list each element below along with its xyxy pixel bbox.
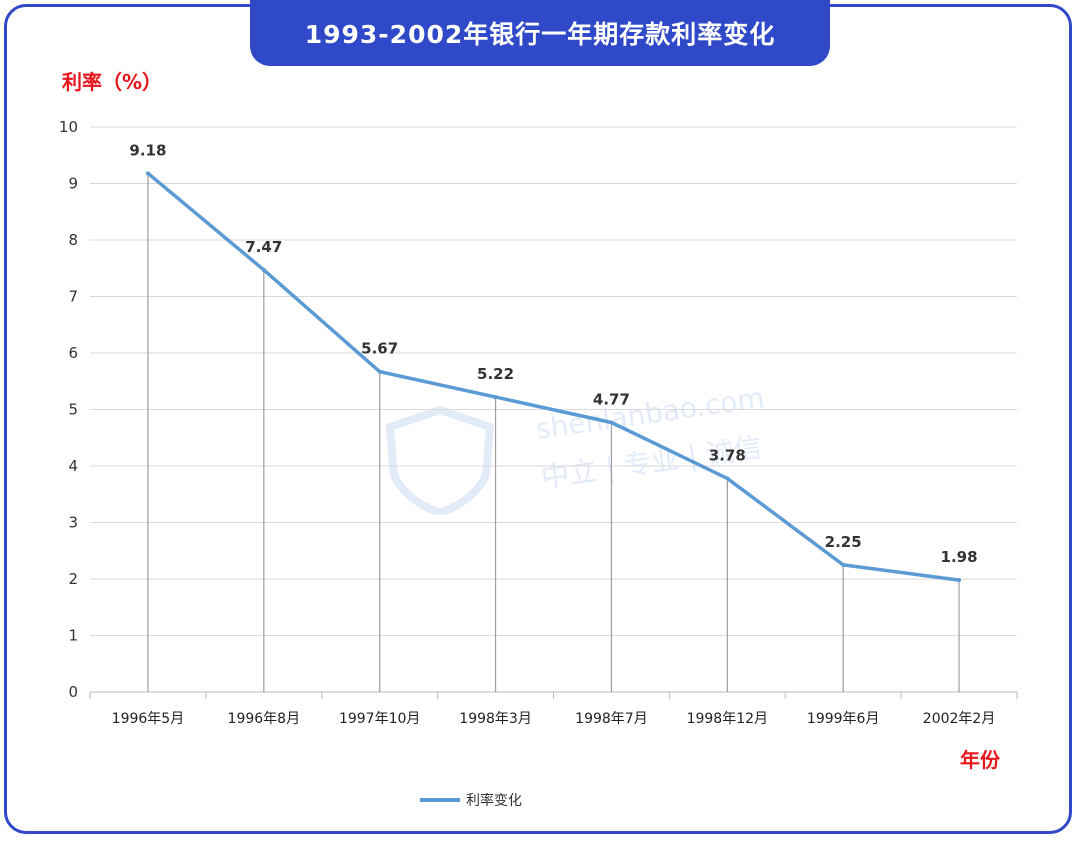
data-point [377, 369, 382, 374]
y-tick-label: 8 [68, 231, 78, 249]
y-axis-label: 利率（%） [62, 70, 163, 94]
y-tick-label: 6 [68, 344, 78, 362]
data-label: 5.22 [477, 365, 514, 383]
y-tick-label: 4 [68, 457, 78, 475]
x-tick-label: 1998年7月 [575, 711, 648, 727]
y-tick-label: 0 [68, 683, 78, 701]
x-tick-label: 1997年10月 [339, 711, 420, 727]
data-point [145, 171, 150, 176]
data-point [725, 476, 730, 481]
data-label: 3.78 [709, 446, 746, 464]
x-tick-label: 1996年5月 [112, 711, 185, 727]
data-point [609, 420, 614, 425]
data-label: 7.47 [245, 238, 282, 256]
y-tick-label: 7 [68, 288, 78, 306]
x-tick-label: 1999年6月 [807, 711, 880, 727]
y-tick-label: 1 [68, 627, 78, 645]
y-tick-label: 5 [68, 401, 78, 419]
x-tick-label: 1996年8月 [228, 711, 301, 727]
data-label: 5.67 [361, 340, 398, 358]
legend-swatch [420, 798, 460, 802]
data-label: 2.25 [825, 533, 862, 551]
legend: 利率变化 [420, 790, 522, 810]
data-point [841, 562, 846, 567]
x-tick-label: 1998年3月 [459, 711, 532, 727]
y-tick-label: 10 [59, 118, 78, 136]
legend-label: 利率变化 [466, 793, 522, 809]
chart-title: 1993-2002年银行一年期存款利率变化 [304, 20, 776, 49]
data-point [493, 395, 498, 400]
y-tick-label: 9 [68, 175, 78, 193]
data-point [261, 267, 266, 272]
data-label: 1.98 [941, 548, 978, 566]
y-tick-label: 3 [68, 514, 78, 532]
series-line-利率变化 [146, 171, 960, 582]
data-point [957, 578, 962, 583]
y-tick-label: 2 [68, 570, 78, 588]
chart-frame [4, 4, 1072, 834]
title-banner: 1993-2002年银行一年期存款利率变化 [250, 0, 830, 66]
x-tick-label: 2002年2月 [923, 711, 996, 727]
data-label: 4.77 [593, 390, 630, 408]
x-tick-label: 1998年12月 [687, 711, 768, 727]
x-axis-label: 年份 [960, 748, 1000, 772]
data-label: 9.18 [129, 141, 166, 159]
